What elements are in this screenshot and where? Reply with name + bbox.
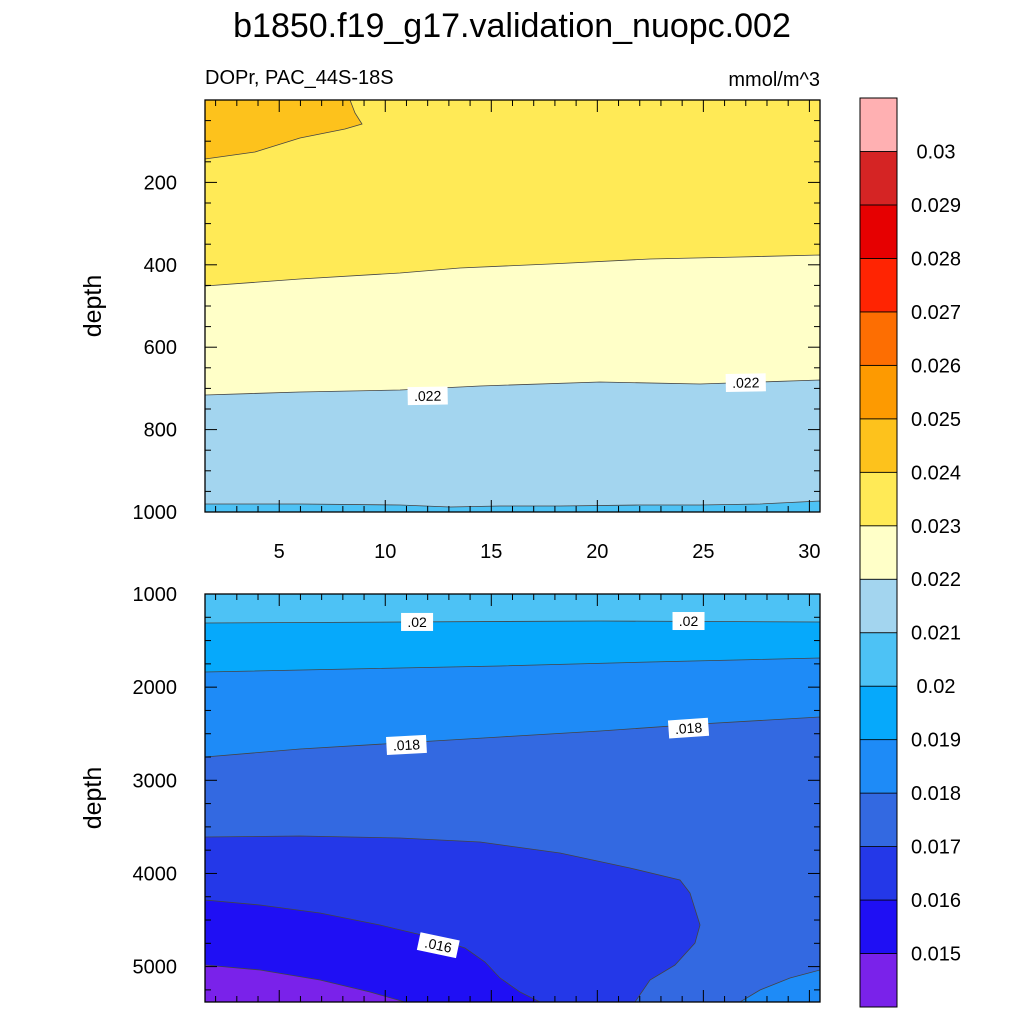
- colorbar-swatch: [859, 258, 898, 313]
- contour-label-text: .018: [392, 736, 420, 753]
- upper-band-021: [205, 379, 820, 512]
- lower-band-015: [205, 964, 406, 1002]
- colorbar-label: 0.023: [911, 516, 961, 538]
- colorbar-label: 0.03: [917, 141, 956, 163]
- y-tick-label: 2000: [133, 677, 178, 699]
- colorbar-swatch: [859, 846, 898, 901]
- colorbar-swatch: [859, 739, 898, 794]
- contour-label-box: [667, 717, 710, 739]
- colorbar-swatch: [859, 632, 898, 687]
- contour-label-layer: .022 .022 .02 .02 .018 .018 .016: [386, 373, 766, 959]
- colorbar-label: 0.018: [911, 783, 961, 805]
- colorbar-swatch: [859, 151, 898, 206]
- colorbar-swatch: [859, 418, 898, 473]
- colorbar-label: 0.027: [911, 302, 961, 324]
- contour-label-box: [407, 386, 448, 406]
- contour-label: .016: [416, 932, 460, 959]
- chart-units-label: mmol/m^3: [728, 69, 820, 91]
- y-tick-label: 1000: [133, 502, 178, 524]
- contour-label-text: .02: [679, 613, 699, 629]
- colorbar-label: 0.016: [911, 890, 961, 912]
- chart-subtitle-left: DOPr, PAC_44S-18S: [205, 67, 394, 89]
- contour-label-text: .016: [423, 935, 453, 956]
- colorbar-label: 0.024: [911, 462, 961, 484]
- lower-panel: [205, 594, 820, 1002]
- colorbar-label: 0.021: [911, 623, 961, 645]
- contour-label-box: [725, 373, 766, 392]
- colorbar-label: 0.025: [911, 409, 961, 431]
- contour-label: .018: [386, 734, 427, 755]
- colorbar-swatch: [859, 899, 898, 954]
- y-tick-label: 1000: [133, 584, 178, 606]
- colorbar-swatch: [859, 97, 898, 152]
- lower-band-018-right: [739, 969, 820, 1002]
- colorbar-label: 0.019: [911, 730, 961, 752]
- axis-tick-labels: 200 400 600 800 1000 1000 2000 3000 4000 5000 5 10 1…: [133, 172, 821, 978]
- x-tick-label: 30: [798, 541, 820, 563]
- contour-label: .022: [407, 386, 448, 406]
- y-tick-label: 200: [144, 172, 177, 194]
- y-tick-label: 400: [144, 255, 177, 277]
- y-tick-label: 3000: [133, 770, 178, 792]
- contour-label-box: [386, 734, 427, 755]
- upper-band-024: [205, 100, 363, 160]
- colorbar-swatch: [859, 578, 898, 634]
- colorbar-label: 0.028: [911, 248, 961, 270]
- colorbar-swatch: [859, 204, 898, 259]
- colorbar-label: 0.026: [911, 355, 961, 377]
- y-tick-label: 600: [144, 337, 177, 359]
- contour-label: .018: [667, 717, 710, 739]
- colorbar-label: 0.015: [911, 944, 961, 966]
- colorbar: 0.015 0.016 0.017 0.018 0.019 0.02 0.021 0.022 0…: [859, 97, 961, 1008]
- x-tick-label: 25: [692, 541, 714, 563]
- colorbar-swatch: [859, 525, 898, 580]
- contour-label: .02: [672, 612, 705, 631]
- y-tick-label: 800: [144, 420, 177, 442]
- contour-label: .022: [725, 373, 766, 392]
- colorbar-swatch: [859, 471, 898, 527]
- y-tick-label: 5000: [133, 957, 178, 979]
- y-tick-label: 4000: [133, 863, 178, 885]
- colorbar-swatch: [859, 364, 898, 420]
- axis-ticks: [205, 99, 820, 1002]
- x-tick-label: 5: [274, 541, 285, 563]
- contour-label-text: .022: [732, 374, 760, 390]
- colorbar-swatch: [859, 311, 898, 366]
- contour-label-text: .022: [414, 388, 442, 404]
- colorbar-swatch: [859, 685, 898, 741]
- upper-ylabel: depth: [79, 275, 107, 338]
- contour-label-text: .02: [407, 614, 427, 630]
- lower-ylabel: depth: [79, 767, 107, 830]
- x-tick-label: 15: [480, 541, 502, 563]
- colorbar-swatch: [859, 792, 898, 847]
- colorbar-swatch: [859, 953, 898, 1008]
- contour-label: .02: [401, 612, 434, 631]
- contour-label-box: [416, 932, 460, 959]
- colorbar-frame: [859, 97, 898, 1008]
- chart-title: b1850.f19_g17.validation_nuopc.002: [233, 7, 791, 45]
- contour-label-box: [672, 612, 705, 631]
- contour-label-text: .018: [674, 719, 703, 737]
- colorbar-label: 0.029: [911, 195, 961, 217]
- x-tick-label: 20: [586, 541, 608, 563]
- colorbar-label: 0.022: [911, 569, 961, 591]
- contour-label-box: [401, 612, 434, 631]
- upper-panel: [205, 100, 820, 512]
- colorbar-label: 0.02: [917, 676, 956, 698]
- colorbar-label: 0.017: [911, 837, 961, 859]
- x-tick-label: 10: [374, 541, 396, 563]
